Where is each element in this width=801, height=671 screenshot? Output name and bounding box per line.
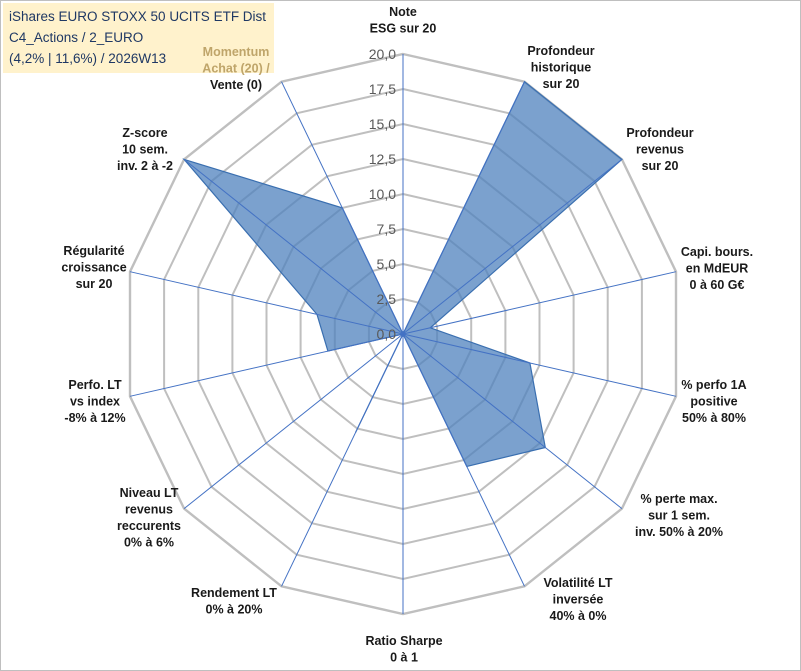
- tick-label: 15,0: [369, 116, 396, 132]
- axis-label-line: 0 à 1: [390, 651, 418, 665]
- axis-spoke: [402, 333, 677, 397]
- axis-label-line: Ratio Sharpe: [365, 634, 442, 648]
- tick-label: 7,5: [377, 221, 397, 237]
- axis-label-line: % perte max.: [640, 492, 717, 506]
- radar-axis-labels: Note ESG sur 20 Profondeur historique sur 20…: [61, 5, 753, 665]
- axis-spoke: [402, 333, 525, 587]
- axis-label-line: revenus: [125, 503, 173, 517]
- axis-label: Volatilité LT inversée 40% à 0%: [544, 576, 613, 623]
- axis-label-line: -8% à 12%: [64, 411, 125, 425]
- axis-label-line: reccurents: [117, 519, 181, 533]
- chart-title-line-2: C4_Actions / 2_EURO: [9, 30, 144, 45]
- axis-label: Profondeur revenus sur 20: [626, 126, 693, 173]
- axis-spoke: [281, 81, 404, 335]
- axis-spoke: [129, 271, 404, 335]
- axis-label-line: ESG sur 20: [370, 22, 437, 36]
- axis-label-line: 0% à 20%: [206, 603, 263, 617]
- axis-label: Capi. bours. en MdEUR 0 à 60 G€: [681, 245, 753, 292]
- axis-label-line: Régularité: [63, 244, 124, 258]
- axis-label: Profondeur historique sur 20: [527, 44, 594, 91]
- axis-spoke: [129, 333, 404, 397]
- axis-label-line: sur 20: [76, 277, 113, 291]
- axis-label-line: 0 à 60 G€: [690, 278, 745, 292]
- axis-label: Note ESG sur 20: [370, 5, 437, 36]
- axis-label-line: Niveau LT: [120, 486, 179, 500]
- axis-label-line: 40% à 0%: [550, 609, 607, 623]
- tick-label: 5,0: [377, 256, 397, 272]
- axis-label: Niveau LT revenus reccurents 0% à 6%: [117, 486, 181, 550]
- axis-label-line: Rendement LT: [191, 586, 277, 600]
- chart-title-line-3: (4,2% | 11,6%) / 2026W13: [9, 51, 167, 66]
- tick-label: 0,0: [377, 326, 397, 342]
- axis-spoke: [402, 271, 677, 335]
- axis-label-line: Perfo. LT: [68, 378, 122, 392]
- axis-label-line: Profondeur: [626, 126, 693, 140]
- axis-label-line: vs index: [70, 395, 120, 409]
- axis-label-line: Volatilité LT: [544, 576, 613, 590]
- axis-label-line: croissance: [61, 261, 126, 275]
- axis-spoke: [402, 81, 525, 335]
- axis-label-line: sur 20: [543, 77, 580, 91]
- axis-label-line: Vente (0): [210, 78, 262, 92]
- radar-tick-labels: 0,0 2,5 5,0 7,5 10,0 12,5 15,0 17,5 20,0: [369, 46, 396, 342]
- axis-label-line: Capi. bours.: [681, 245, 753, 259]
- axis-label-line: Achat (20) /: [202, 62, 270, 76]
- axis-label-line: inv. 50% à 20%: [635, 525, 723, 539]
- axis-label-line: 10 sem.: [122, 143, 168, 157]
- axis-label-line: 50% à 80%: [682, 411, 746, 425]
- axis-spoke: [183, 333, 404, 509]
- axis-label-line: en MdEUR: [686, 262, 749, 276]
- tick-label: 10,0: [369, 186, 396, 202]
- axis-label: % perte max. sur 1 sem. inv. 50% à 20%: [635, 492, 723, 539]
- tick-label: 17,5: [369, 81, 396, 97]
- axis-spoke: [402, 159, 623, 335]
- chart-title-line-1: iShares EURO STOXX 50 UCITS ETF Dist: [9, 9, 267, 24]
- axis-label-line: sur 1 sem.: [648, 509, 710, 523]
- axis-label-line: inversée: [553, 593, 604, 607]
- tick-label: 20,0: [369, 46, 396, 62]
- axis-label-line: Profondeur: [527, 44, 594, 58]
- axis-label-line: revenus: [636, 143, 684, 157]
- tick-label: 12,5: [369, 151, 396, 167]
- axis-label-line: 0% à 6%: [124, 536, 174, 550]
- axis-label-line: inv. 2 à -2: [117, 159, 173, 173]
- axis-label-line: historique: [531, 61, 591, 75]
- chart-title-box: iShares EURO STOXX 50 UCITS ETF Dist C4_…: [3, 3, 274, 73]
- axis-label: % perfo 1A positive 50% à 80%: [681, 378, 746, 425]
- axis-label: Rendement LT 0% à 20%: [191, 586, 277, 617]
- axis-label-line: Z-score: [122, 126, 167, 140]
- axis-spoke: [402, 333, 623, 509]
- axis-label-line: Note: [389, 5, 417, 19]
- axis-label-line: % perfo 1A: [681, 378, 746, 392]
- axis-spoke: [281, 333, 404, 587]
- axis-label-line: positive: [690, 395, 737, 409]
- axis-label-line: Momentum: [203, 45, 270, 59]
- axis-label: Perfo. LT vs index -8% à 12%: [64, 378, 125, 425]
- axis-label-line: sur 20: [642, 159, 679, 173]
- tick-label: 2,5: [377, 291, 397, 307]
- axis-label: Momentum Achat (20) / Vente (0): [202, 45, 270, 92]
- axis-label: Régularité croissance sur 20: [61, 244, 126, 291]
- axis-label: Ratio Sharpe 0 à 1: [365, 634, 442, 665]
- radar-spokes: [129, 54, 677, 614]
- axis-label: Z-score 10 sem. inv. 2 à -2: [117, 126, 173, 173]
- axis-spoke: [183, 159, 404, 335]
